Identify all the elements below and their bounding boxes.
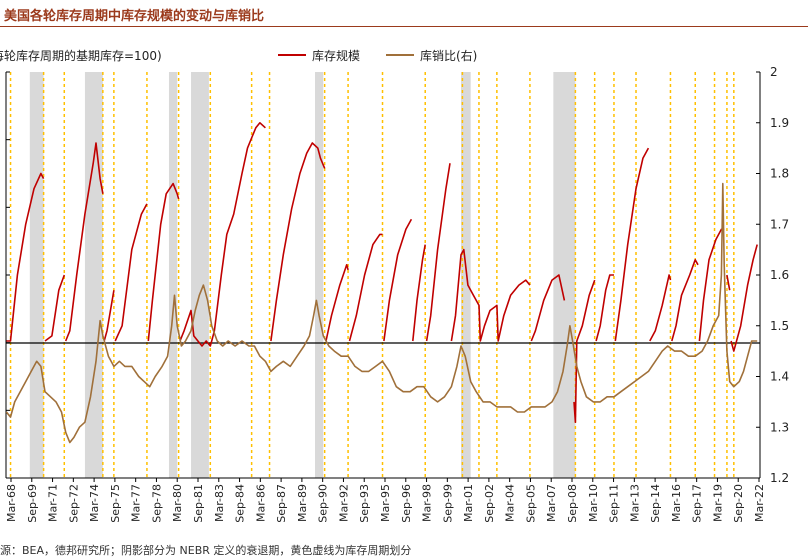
x-axis-tick-label: Sep-84 [234, 484, 247, 523]
recession-band [191, 72, 209, 478]
axes: 1.2 1.3 1.4 1.5 1.6 1.7 1.8 1.9 2 Mar-68 Sep-69 Mar… [5, 65, 789, 523]
inventory-sales-ratio-line [5, 182, 758, 444]
source-note: 源：BEA，德邦研究所；阴影部分为 NEBR 定义的衰退期，黄色虚线为库存周期划… [0, 544, 412, 557]
x-axis-tick-label: Mar-01 [462, 484, 475, 522]
right-axis-tick-label: 2 [770, 65, 778, 79]
chart-title: 美国各轮库存周期中库存规模的变动与库销比 [4, 9, 265, 24]
x-axis-tick-label: Sep-08 [566, 484, 579, 523]
recession-band [84, 72, 103, 478]
x-axis-tick-label: Sep-96 [400, 484, 413, 523]
x-axis-tick-label: Mar-80 [171, 484, 184, 522]
x-axis-tick-label: Mar-10 [587, 484, 600, 522]
right-axis-tick-label: 1.7 [770, 217, 789, 231]
x-axis-tick-label: Sep-11 [608, 484, 621, 523]
inventory-scale-line [6, 122, 758, 423]
right-axis-tick-label: 1.4 [770, 370, 789, 384]
x-axis-tick-label: Sep-75 [109, 484, 122, 523]
recession-band [553, 72, 576, 478]
x-axis-tick-label: Mar-98 [421, 484, 434, 522]
legend: 库存规模 库销比(右) [278, 48, 477, 63]
x-axis-tick-label: Mar-22 [753, 484, 766, 522]
x-axis-tick-label: Mar-13 [628, 484, 641, 522]
x-axis-tick-label: Sep-87 [275, 484, 288, 523]
series-lines [5, 122, 758, 444]
x-axis-tick-label: Sep-02 [483, 484, 496, 523]
x-axis-tick-label: Sep-14 [649, 484, 662, 523]
x-axis-tick-label: Sep-78 [150, 484, 163, 523]
x-axis-tick-label: Sep-69 [26, 484, 39, 523]
x-axis-tick-label: Sep-90 [317, 484, 330, 523]
x-axis-tick-label: Mar-04 [504, 484, 517, 522]
recession-shading [29, 72, 576, 478]
x-axis-tick-label: Mar-83 [213, 484, 226, 522]
right-axis-tick-label: 1.3 [770, 420, 789, 434]
x-axis-tick-label: Mar-07 [545, 484, 558, 522]
x-axis-tick-label: Mar-74 [88, 484, 101, 522]
recession-band [168, 72, 178, 478]
recession-band [461, 72, 471, 478]
x-axis-tick-label: Mar-86 [254, 484, 267, 522]
cycle-dividers [9, 72, 735, 478]
right-axis-tick-label: 1.2 [770, 471, 789, 485]
x-axis-tick-label: Sep-17 [691, 484, 704, 523]
x-axis-tick-label: Sep-93 [358, 484, 371, 523]
x-axis-tick-label: Mar-92 [337, 484, 350, 522]
recession-band [29, 72, 44, 478]
right-axis-tick-label: 1.8 [770, 167, 789, 181]
x-axis-tick-label: Sep-05 [524, 484, 537, 523]
left-axis-label: 每轮库存周期的基期库存=100) [0, 48, 162, 63]
legend-label-ratio: 库销比(右) [420, 48, 477, 63]
x-axis-tick-label: Mar-19 [711, 484, 724, 522]
right-axis-tick-label: 1.5 [770, 319, 789, 333]
x-axis-tick-label: Sep-99 [441, 484, 454, 523]
x-axis-tick-label: Sep-72 [67, 484, 80, 523]
x-axis-tick-label: Mar-95 [379, 484, 392, 522]
chart-title-bar: 美国各轮库存周期中库存规模的变动与库销比 [0, 0, 808, 27]
x-axis-tick-label: Mar-71 [47, 484, 60, 522]
recession-band [315, 72, 324, 478]
legend-label-inventory: 库存规模 [312, 48, 360, 63]
x-axis-tick-label: Sep-81 [192, 484, 205, 523]
x-axis-tick-label: Mar-89 [296, 484, 309, 522]
right-axis-tick-label: 1.9 [770, 116, 789, 130]
x-axis-tick-label: Sep-20 [732, 484, 745, 523]
x-axis-tick-label: Mar-77 [130, 484, 143, 522]
x-axis-tick-label: Mar-68 [5, 484, 18, 522]
x-axis-tick-label: Mar-16 [670, 484, 683, 522]
right-axis-tick-label: 1.6 [770, 268, 789, 282]
